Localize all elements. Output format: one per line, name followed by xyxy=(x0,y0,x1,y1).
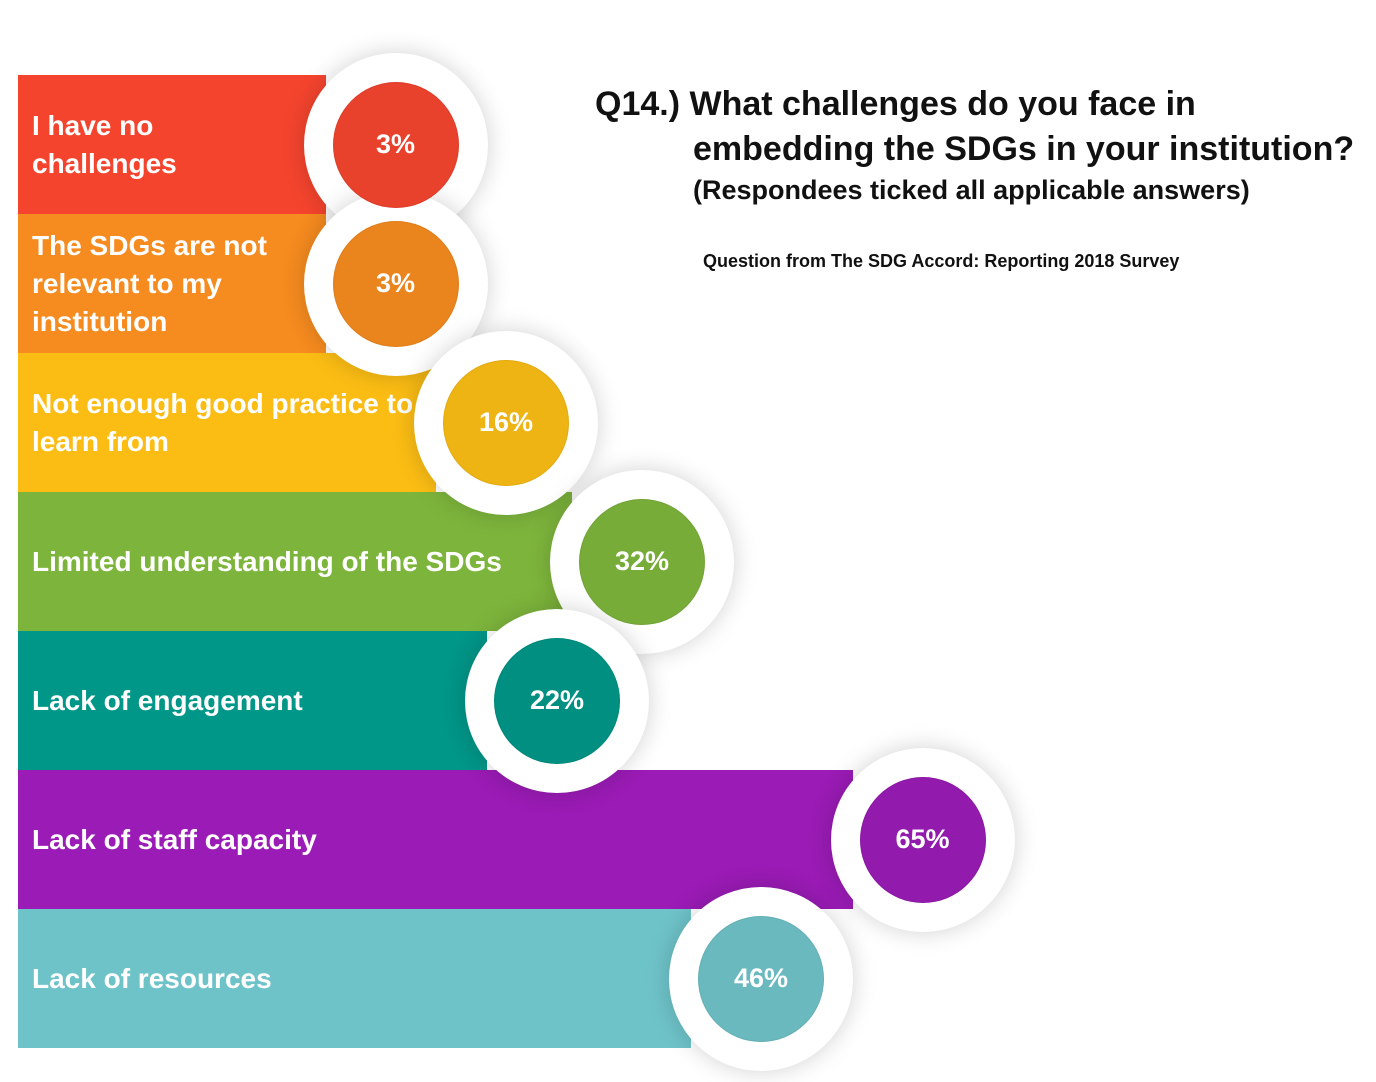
category-label: Lack of staff capacity xyxy=(32,823,317,855)
category-label: Not enough good practice to learn from xyxy=(32,387,414,457)
value-label: 3% xyxy=(332,81,459,208)
source-note: Question from The SDG Accord: Reporting … xyxy=(703,251,1180,271)
value-label: 3% xyxy=(332,220,459,347)
category-label: The SDGs are not relevant to my institut… xyxy=(32,229,267,337)
value-label: 46% xyxy=(698,915,824,1042)
bar xyxy=(18,492,572,631)
category-label: I have no challenges xyxy=(32,109,177,179)
bar xyxy=(18,770,853,909)
value-label: 22% xyxy=(494,637,620,764)
chart-title: Q14.) What challenges do you face in emb… xyxy=(595,85,1355,168)
bar xyxy=(18,631,487,770)
category-label: Lack of resources xyxy=(32,962,272,994)
category-label: Limited understanding of the SDGs xyxy=(32,545,502,577)
category-label: Lack of engagement xyxy=(32,684,303,716)
bar xyxy=(18,909,691,1048)
value-label: 32% xyxy=(579,498,705,625)
bar xyxy=(18,353,436,492)
value-label: 16% xyxy=(443,359,569,486)
bar xyxy=(18,214,326,353)
value-label: 65% xyxy=(859,776,986,903)
bar xyxy=(18,75,326,214)
chart-subtitle: (Respondees ticked all applicable answer… xyxy=(693,175,1250,205)
